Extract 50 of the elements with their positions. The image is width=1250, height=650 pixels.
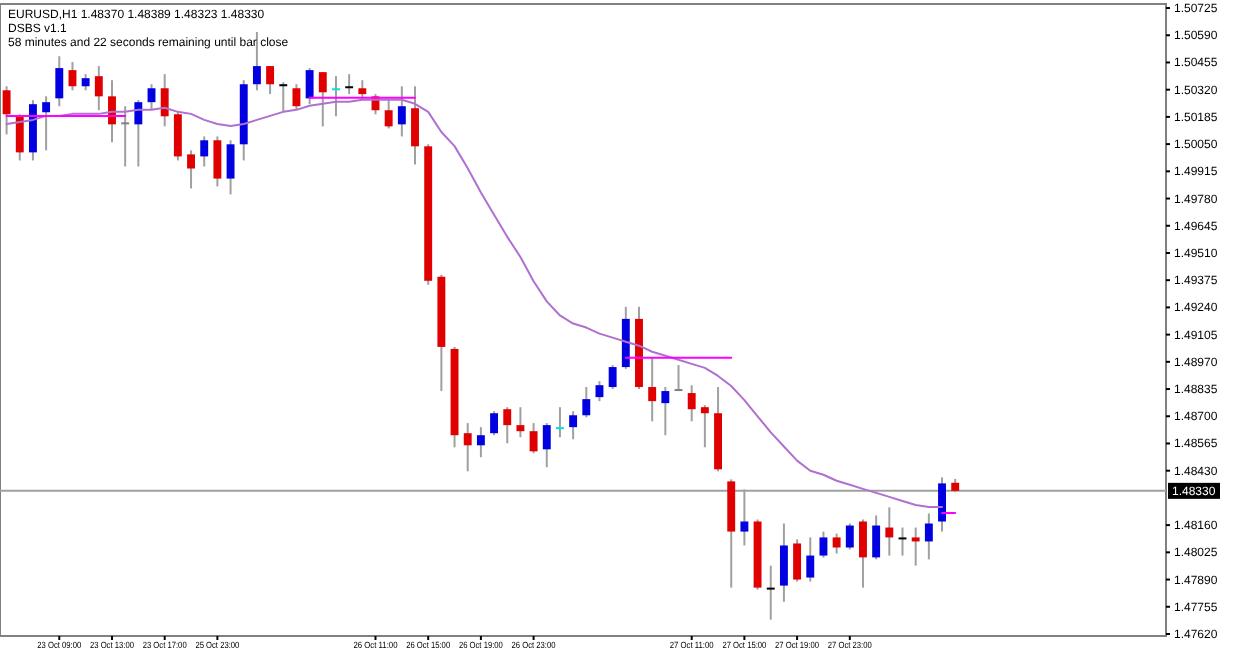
candlestick	[476, 426, 485, 459]
candlestick	[55, 55, 64, 108]
candlestick	[832, 532, 841, 555]
candlestick	[529, 422, 538, 455]
candlestick	[648, 355, 657, 423]
candlestick	[292, 83, 301, 112]
candlestick	[582, 386, 591, 419]
candlestick	[266, 65, 275, 96]
candlestick	[384, 99, 393, 130]
candlestick	[160, 73, 169, 128]
candlestick	[503, 406, 512, 445]
candlestick	[187, 149, 195, 190]
candlestick	[490, 410, 499, 437]
candlestick	[924, 512, 933, 561]
candlestick	[806, 536, 815, 583]
candlestick	[213, 135, 222, 188]
candlestick	[911, 526, 920, 567]
candlestick	[766, 564, 775, 621]
candlestick	[121, 105, 130, 168]
candlestick	[15, 113, 24, 162]
candlestick	[200, 135, 209, 168]
candlestick	[2, 85, 11, 136]
candlestick	[42, 95, 51, 152]
candlestick	[134, 99, 143, 168]
candlestick	[345, 73, 354, 96]
candlestick	[661, 386, 670, 437]
candlestick	[859, 518, 867, 589]
candlestick	[463, 422, 472, 473]
candlestick	[173, 111, 182, 162]
candlestick	[793, 538, 802, 583]
candlestick	[411, 85, 419, 166]
candlestick	[318, 71, 327, 128]
candlestick	[779, 522, 788, 603]
candlestick	[305, 67, 314, 106]
candlestick	[94, 65, 103, 112]
candlestick	[608, 364, 617, 391]
candlestick	[700, 404, 709, 449]
candlestick	[555, 406, 564, 439]
candlestick	[542, 422, 551, 469]
candlestick	[397, 85, 406, 138]
candlestick	[279, 81, 288, 114]
candlestick	[569, 410, 578, 441]
candlestick	[885, 506, 894, 557]
candlestick	[332, 75, 340, 118]
candlestick	[687, 384, 696, 423]
candlestick	[845, 522, 854, 551]
candlestick	[872, 514, 881, 561]
candlestick	[516, 406, 525, 439]
candlestick	[226, 139, 235, 196]
candlestick	[819, 530, 828, 559]
